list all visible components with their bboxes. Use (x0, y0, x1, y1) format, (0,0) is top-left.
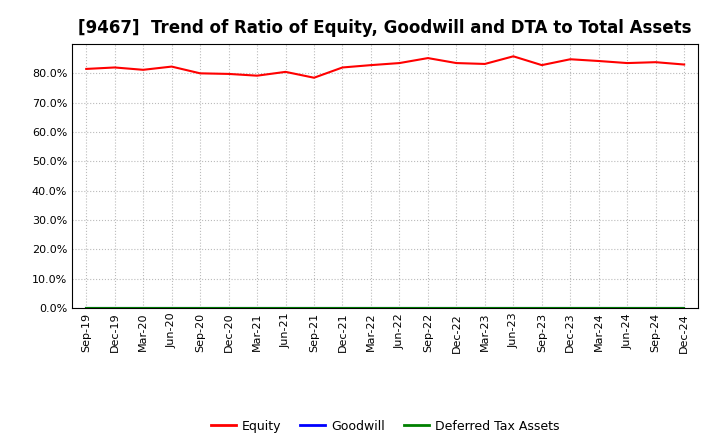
Goodwill (480, 305, 489, 311)
Equity (623, 60, 631, 66)
Goodwill (167, 305, 176, 311)
Deferred Tax Assets (509, 305, 518, 311)
Title: [9467]  Trend of Ratio of Equity, Goodwill and DTA to Total Assets: [9467] Trend of Ratio of Equity, Goodwil… (78, 19, 692, 37)
Equity (395, 60, 404, 66)
Deferred Tax Assets (167, 305, 176, 311)
Equity (110, 65, 119, 70)
Goodwill (566, 305, 575, 311)
Deferred Tax Assets (225, 305, 233, 311)
Goodwill (310, 305, 318, 311)
Deferred Tax Assets (82, 305, 91, 311)
Equity (225, 71, 233, 77)
Goodwill (452, 305, 461, 311)
Goodwill (110, 305, 119, 311)
Deferred Tax Assets (452, 305, 461, 311)
Goodwill (595, 305, 603, 311)
Equity (537, 62, 546, 68)
Deferred Tax Assets (310, 305, 318, 311)
Goodwill (253, 305, 261, 311)
Goodwill (395, 305, 404, 311)
Equity (452, 60, 461, 66)
Equity (423, 55, 432, 61)
Equity (680, 62, 688, 67)
Goodwill (509, 305, 518, 311)
Equity (196, 71, 204, 76)
Deferred Tax Assets (595, 305, 603, 311)
Goodwill (82, 305, 91, 311)
Deferred Tax Assets (623, 305, 631, 311)
Deferred Tax Assets (537, 305, 546, 311)
Equity (82, 66, 91, 72)
Equity (566, 57, 575, 62)
Goodwill (139, 305, 148, 311)
Goodwill (537, 305, 546, 311)
Legend: Equity, Goodwill, Deferred Tax Assets: Equity, Goodwill, Deferred Tax Assets (206, 414, 564, 437)
Deferred Tax Assets (253, 305, 261, 311)
Deferred Tax Assets (395, 305, 404, 311)
Equity (338, 65, 347, 70)
Deferred Tax Assets (423, 305, 432, 311)
Equity (595, 59, 603, 64)
Goodwill (623, 305, 631, 311)
Goodwill (338, 305, 347, 311)
Equity (652, 59, 660, 65)
Deferred Tax Assets (139, 305, 148, 311)
Goodwill (196, 305, 204, 311)
Deferred Tax Assets (566, 305, 575, 311)
Goodwill (225, 305, 233, 311)
Deferred Tax Assets (110, 305, 119, 311)
Equity (509, 54, 518, 59)
Equity (253, 73, 261, 78)
Goodwill (366, 305, 375, 311)
Deferred Tax Assets (652, 305, 660, 311)
Deferred Tax Assets (282, 305, 290, 311)
Equity (282, 69, 290, 74)
Goodwill (282, 305, 290, 311)
Deferred Tax Assets (196, 305, 204, 311)
Deferred Tax Assets (366, 305, 375, 311)
Goodwill (652, 305, 660, 311)
Equity (310, 75, 318, 81)
Equity (139, 67, 148, 73)
Equity (167, 64, 176, 69)
Deferred Tax Assets (480, 305, 489, 311)
Equity (366, 62, 375, 68)
Deferred Tax Assets (680, 305, 688, 311)
Line: Equity: Equity (86, 56, 684, 78)
Goodwill (423, 305, 432, 311)
Equity (480, 61, 489, 66)
Deferred Tax Assets (338, 305, 347, 311)
Goodwill (680, 305, 688, 311)
